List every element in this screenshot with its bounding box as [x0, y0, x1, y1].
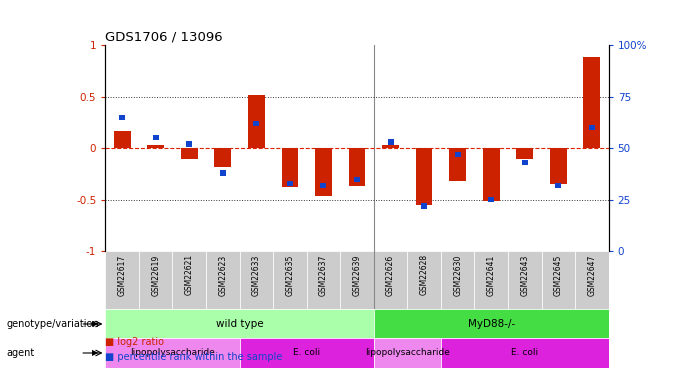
Bar — [354, 177, 360, 182]
Bar — [575, 251, 609, 309]
Bar — [516, 148, 533, 159]
Bar — [374, 339, 441, 368]
Text: lipopolysaccharide: lipopolysaccharide — [130, 348, 215, 357]
Text: GSM22628: GSM22628 — [420, 254, 428, 296]
Bar — [441, 339, 609, 368]
Bar — [340, 251, 374, 309]
Text: E. coli: E. coli — [511, 348, 539, 357]
Bar — [421, 203, 427, 208]
Text: GSM22635: GSM22635 — [286, 254, 294, 296]
Bar — [239, 251, 273, 309]
Bar — [139, 251, 173, 309]
Text: GSM22617: GSM22617 — [118, 254, 126, 296]
Bar — [541, 251, 575, 309]
Bar — [186, 141, 192, 147]
Text: GSM22626: GSM22626 — [386, 254, 395, 296]
Text: ▶: ▶ — [92, 348, 99, 357]
Text: GSM22633: GSM22633 — [252, 254, 261, 296]
Text: GDS1706 / 13096: GDS1706 / 13096 — [105, 31, 223, 44]
Bar — [206, 251, 239, 309]
Bar — [119, 115, 125, 120]
Text: MyD88-/-: MyD88-/- — [468, 319, 515, 329]
Bar — [220, 170, 226, 176]
Bar — [483, 148, 500, 201]
Text: GSM22643: GSM22643 — [520, 254, 529, 296]
Bar — [349, 148, 365, 186]
Text: GSM22639: GSM22639 — [352, 254, 362, 296]
Bar — [374, 309, 609, 339]
Text: GSM22637: GSM22637 — [319, 254, 328, 296]
Bar — [320, 183, 326, 188]
Bar — [441, 251, 475, 309]
Bar — [415, 148, 432, 205]
Bar — [374, 251, 407, 309]
Bar — [583, 57, 600, 148]
Bar — [287, 181, 293, 186]
Bar — [407, 251, 441, 309]
Text: agent: agent — [7, 348, 35, 358]
Bar — [475, 251, 508, 309]
Bar — [173, 251, 206, 309]
Text: GSM22645: GSM22645 — [554, 254, 563, 296]
Bar — [105, 251, 139, 309]
Text: GSM22619: GSM22619 — [151, 254, 160, 296]
Bar — [248, 94, 265, 148]
Bar — [315, 148, 332, 196]
Bar — [449, 148, 466, 181]
Text: GSM22630: GSM22630 — [453, 254, 462, 296]
Text: GSM22623: GSM22623 — [218, 254, 227, 296]
Bar — [388, 140, 394, 145]
Bar — [550, 148, 566, 184]
Text: ▶: ▶ — [92, 320, 99, 328]
Bar — [148, 145, 164, 148]
Bar — [254, 121, 259, 126]
Bar — [114, 130, 131, 148]
Bar — [282, 148, 299, 188]
Bar — [307, 251, 340, 309]
Bar — [488, 197, 494, 202]
Text: GSM22647: GSM22647 — [588, 254, 596, 296]
Bar — [556, 183, 561, 188]
Bar — [273, 251, 307, 309]
Text: lipopolysaccharide: lipopolysaccharide — [365, 348, 449, 357]
Text: genotype/variation: genotype/variation — [7, 319, 99, 329]
Bar — [239, 339, 374, 368]
Bar — [508, 251, 541, 309]
Text: ■ log2 ratio: ■ log2 ratio — [105, 337, 165, 347]
Text: ■ percentile rank within the sample: ■ percentile rank within the sample — [105, 352, 283, 362]
Text: E. coli: E. coli — [293, 348, 320, 357]
Bar — [522, 160, 528, 165]
Bar — [153, 135, 158, 141]
Bar — [214, 148, 231, 167]
Text: GSM22621: GSM22621 — [185, 254, 194, 296]
Bar — [105, 309, 374, 339]
Bar — [382, 145, 399, 148]
Bar — [455, 152, 460, 157]
Bar — [589, 125, 595, 130]
Bar — [181, 148, 198, 159]
Bar — [105, 339, 239, 368]
Text: wild type: wild type — [216, 319, 263, 329]
Text: GSM22641: GSM22641 — [487, 254, 496, 296]
